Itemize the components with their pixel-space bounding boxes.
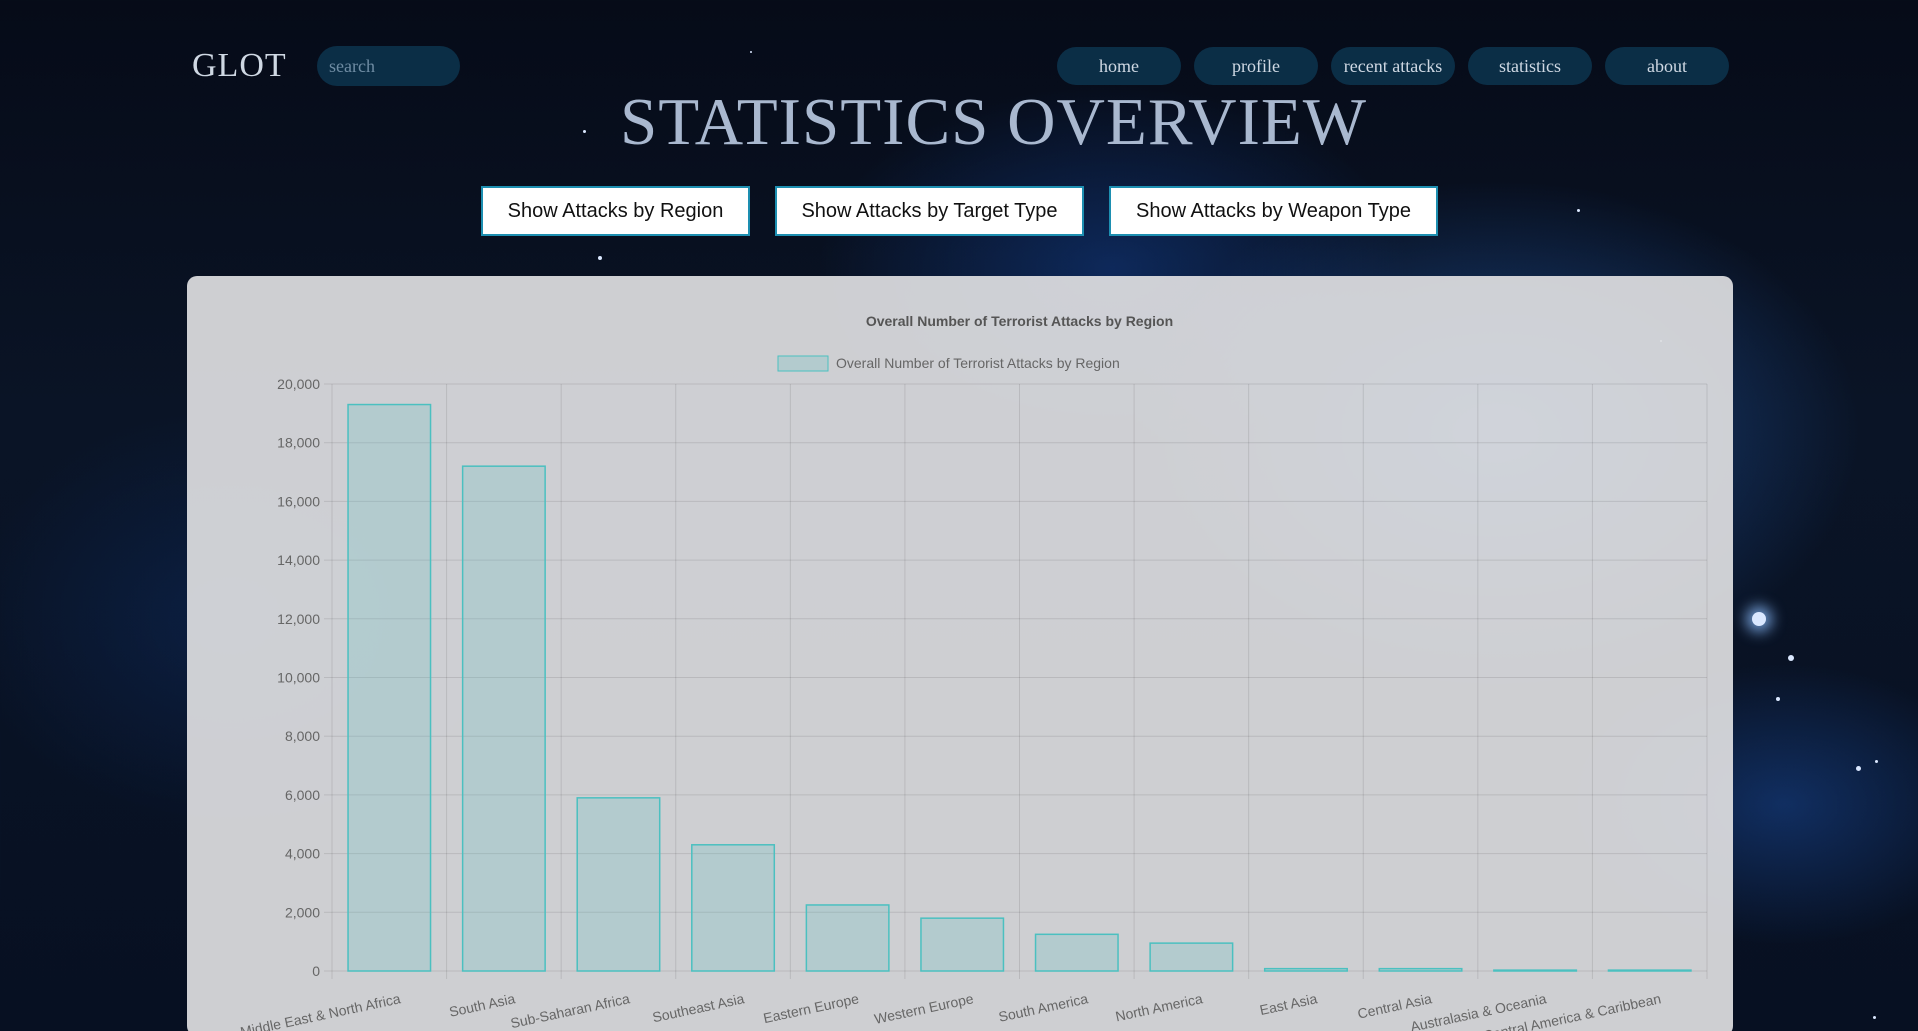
chart-title: Overall Number of Terrorist Attacks by R… xyxy=(866,313,1173,329)
page-title: STATISTICS OVERVIEW xyxy=(619,85,1368,159)
bar[interactable] xyxy=(576,797,661,972)
bar-chart: Overall Number of Terrorist Attacks by R… xyxy=(239,313,1708,1031)
x-tick-label: Eastern Europe xyxy=(762,990,861,1026)
star xyxy=(1776,697,1780,701)
bar[interactable] xyxy=(1149,942,1234,972)
search-input[interactable] xyxy=(317,46,460,86)
nav-about[interactable]: about xyxy=(1605,47,1729,85)
bar[interactable] xyxy=(1607,969,1692,972)
star xyxy=(583,130,586,133)
y-tick-label: 18,000 xyxy=(277,435,320,451)
bar[interactable] xyxy=(920,917,1005,972)
star xyxy=(598,256,602,260)
star xyxy=(1788,655,1794,661)
x-tick-label: North America xyxy=(1114,990,1204,1024)
star xyxy=(1577,209,1580,212)
bar[interactable] xyxy=(461,465,546,972)
bar[interactable] xyxy=(1034,933,1119,972)
x-tick-label: Southeast Asia xyxy=(651,990,746,1025)
x-tick-label: East Asia xyxy=(1258,990,1319,1018)
chart-panel: Overall Number of Terrorist Attacks by R… xyxy=(187,276,1733,1031)
x-tick-label: Middle East & North Africa xyxy=(239,990,402,1031)
nav-profile[interactable]: profile xyxy=(1194,47,1318,85)
nav-bar: home profile recent attacks statistics a… xyxy=(1057,47,1729,85)
bar[interactable] xyxy=(1378,967,1463,972)
y-tick-label: 4,000 xyxy=(285,846,320,862)
nav-home[interactable]: home xyxy=(1057,47,1181,85)
y-tick-label: 16,000 xyxy=(277,493,320,509)
y-tick-label: 8,000 xyxy=(285,728,320,744)
legend-swatch xyxy=(777,355,829,372)
x-tick-label: Sub-Saharan Africa xyxy=(509,990,631,1031)
bar[interactable] xyxy=(1493,969,1578,972)
y-tick-label: 10,000 xyxy=(277,670,320,686)
star xyxy=(750,51,752,53)
nav-statistics[interactable]: statistics xyxy=(1468,47,1592,85)
star xyxy=(1856,766,1861,771)
y-tick-label: 0 xyxy=(312,963,320,979)
x-tick-label: South Asia xyxy=(448,990,517,1020)
star xyxy=(1875,760,1878,763)
show-by-target-button[interactable]: Show Attacks by Target Type xyxy=(775,186,1084,236)
x-tick-label: Western Europe xyxy=(873,990,975,1027)
y-tick-label: 12,000 xyxy=(277,611,320,627)
chart-selector: Show Attacks by Region Show Attacks by T… xyxy=(481,186,1438,236)
bar[interactable] xyxy=(805,904,890,972)
logo[interactable]: GLOT xyxy=(192,47,287,84)
bar[interactable] xyxy=(1263,967,1348,972)
y-tick-label: 2,000 xyxy=(285,904,320,920)
y-tick-label: 6,000 xyxy=(285,787,320,803)
y-tick-label: 20,000 xyxy=(277,376,320,392)
show-by-region-button[interactable]: Show Attacks by Region xyxy=(481,186,750,236)
y-tick-label: 14,000 xyxy=(277,552,320,568)
show-by-weapon-button[interactable]: Show Attacks by Weapon Type xyxy=(1109,186,1438,236)
bar[interactable] xyxy=(691,844,776,972)
star xyxy=(1752,612,1766,626)
star xyxy=(1873,1016,1876,1019)
bar[interactable] xyxy=(347,403,432,972)
x-tick-label: South America xyxy=(997,990,1090,1025)
nav-recent-attacks[interactable]: recent attacks xyxy=(1331,47,1455,85)
legend-label[interactable]: Overall Number of Terrorist Attacks by R… xyxy=(836,355,1120,371)
